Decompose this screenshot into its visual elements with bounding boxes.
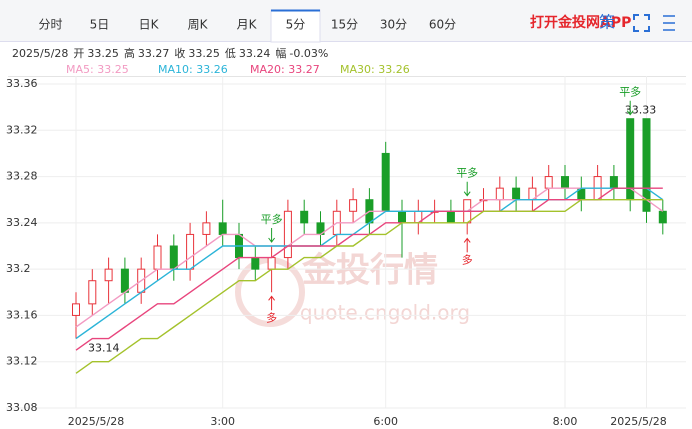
candle-body (349, 199, 358, 212)
app-link[interactable]: 打开金投网APP (530, 14, 631, 31)
info-label: 低 (225, 47, 236, 60)
legend-entry: MA5: 33.25 (66, 63, 129, 76)
signal-arrow (268, 228, 275, 243)
candle-body (251, 257, 260, 270)
tab[interactable]: 15分 (331, 18, 358, 32)
signal-label: 平多 (261, 212, 283, 226)
candle-body (186, 233, 195, 270)
candle-body (544, 176, 553, 189)
info-date: 2025/5/28 (12, 47, 68, 60)
y-tick-label: 33.08 (6, 401, 38, 414)
x-tick-label: 3:00 (210, 415, 235, 428)
candle-body (642, 118, 651, 212)
candle-body (398, 210, 406, 224)
candle-body (104, 268, 113, 282)
low-label: 33.14 (88, 342, 120, 355)
info-text: 2025/5/28 开 33.25 高 33.27 收 33.25 低 33.24 幅 -0.03% (12, 46, 328, 60)
x-tick-label: 6:00 (373, 415, 398, 428)
candle-body (283, 210, 292, 259)
info-value: 33.25 (188, 47, 220, 60)
candle-body (495, 187, 504, 201)
info-value: -0.03% (289, 47, 328, 60)
info-value: 33.24 (239, 47, 271, 60)
tab[interactable]: 30分 (380, 18, 407, 32)
candle-body (153, 245, 162, 270)
info-line: 2025/5/28 开 33.25 高 33.27 收 33.25 低 33.24 幅 -0.03% (12, 46, 328, 60)
legend-entry: MA30: 33.26 (340, 63, 410, 76)
y-tick-label: 33.16 (6, 308, 38, 321)
candle-body (169, 245, 178, 270)
candle-body (446, 210, 455, 224)
legend-entry: MA10: 33.26 (158, 63, 228, 76)
watermark-title: 金投行情 (301, 251, 438, 291)
menu-icon[interactable] (663, 15, 675, 31)
info-label: 幅 (275, 47, 286, 60)
signal-label: 多 (266, 310, 277, 324)
info-label: 开 (73, 47, 84, 60)
x-tick-label: 8:00 (553, 415, 578, 428)
y-tick-label: 33.36 (6, 77, 38, 90)
signal-arrow (463, 237, 471, 253)
legend-entry: MA20: 33.27 (250, 63, 320, 76)
tab[interactable]: 5日 (90, 18, 110, 32)
candle-body (512, 187, 521, 201)
candle-body (561, 176, 569, 189)
fullscreen-icon[interactable] (633, 14, 650, 32)
candle-body (218, 222, 227, 235)
candle-body (72, 303, 80, 316)
x-tick-label: 2025/5/28 (68, 415, 124, 428)
y-tick-label: 33.28 (6, 170, 38, 183)
watermark-url: quote.cngold.org (300, 301, 470, 325)
signal-arrow (268, 295, 275, 311)
signal-label: 多 (462, 252, 473, 266)
signal-arrow (463, 181, 471, 197)
tab[interactable]: 5分 (286, 18, 306, 32)
strategy-icon[interactable]: 策 (599, 13, 615, 32)
tab[interactable]: 日K (139, 18, 160, 32)
candle-body (267, 257, 276, 270)
ma-line (75, 199, 663, 374)
high-label: 33.33 (625, 104, 657, 117)
info-value: 33.27 (138, 47, 170, 60)
tab[interactable]: 月K (237, 18, 258, 32)
y-tick-label: 33.12 (6, 355, 38, 368)
y-tick-label: 33.32 (6, 123, 38, 136)
y-tick-label: 33.24 (6, 216, 38, 229)
candle-body (202, 222, 211, 235)
info-label: 收 (174, 46, 185, 60)
signal-label: 平多 (456, 166, 478, 180)
candle-body (381, 152, 390, 212)
candle-body (609, 176, 618, 189)
candle-body (88, 280, 97, 305)
tab[interactable]: 60分 (429, 18, 456, 32)
y-tick-label: 33.2 (6, 262, 31, 275)
tab[interactable]: 周K (188, 18, 209, 32)
candle-body (120, 268, 129, 293)
signal-arrow (626, 100, 634, 116)
candle-body (300, 210, 309, 224)
candle-body (658, 210, 667, 224)
info-label: 高 (124, 46, 135, 60)
active-tab (270, 9, 321, 43)
legend: MA5: 33.25 MA10: 33.26 MA20: 33.27 MA30: 33… (66, 63, 410, 76)
x-tick-label: 2025/5/28 (610, 415, 666, 428)
signal-label: 平多 (619, 85, 641, 99)
tab-bar (0, 0, 692, 42)
tab[interactable]: 分时 (38, 18, 62, 32)
info-value: 33.25 (87, 47, 119, 60)
plot: 33.08 33.12 33.16 33.2 33.24 33.28 33.32 33.36 2… (6, 76, 686, 428)
